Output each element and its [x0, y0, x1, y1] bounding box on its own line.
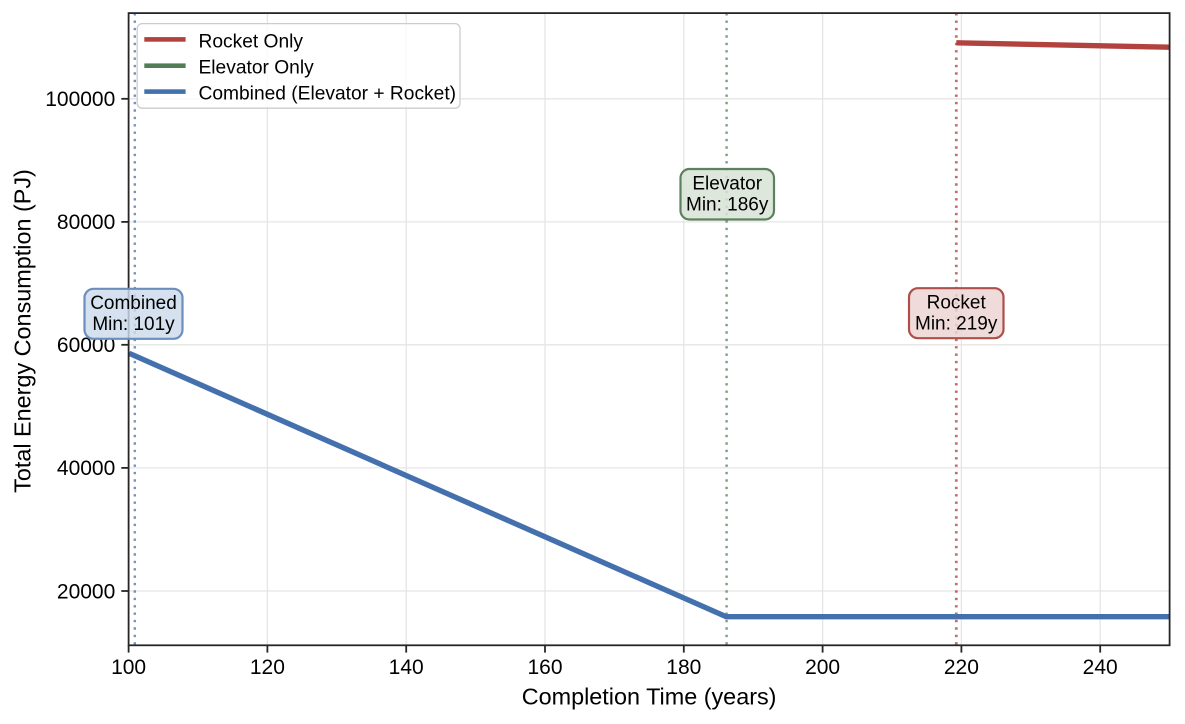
svg-text:Combined (Elevator + Rocket): Combined (Elevator + Rocket)	[199, 84, 457, 105]
svg-text:100: 100	[111, 656, 146, 679]
svg-text:100000: 100000	[45, 88, 115, 111]
svg-text:Rocket: Rocket	[927, 293, 987, 314]
svg-text:Elevator Only: Elevator Only	[199, 58, 315, 79]
svg-text:240: 240	[1083, 656, 1118, 679]
svg-text:120: 120	[250, 656, 285, 679]
svg-text:Min: 186y: Min: 186y	[686, 194, 769, 215]
svg-text:200: 200	[805, 656, 840, 679]
svg-text:140: 140	[389, 656, 424, 679]
svg-text:160: 160	[527, 656, 562, 679]
svg-text:80000: 80000	[57, 211, 115, 234]
svg-text:Combined: Combined	[90, 293, 177, 314]
svg-text:Completion Time (years): Completion Time (years)	[522, 683, 777, 709]
svg-text:220: 220	[944, 656, 979, 679]
svg-text:180: 180	[666, 656, 701, 679]
svg-text:40000: 40000	[57, 457, 115, 480]
svg-text:Elevator: Elevator	[692, 174, 762, 195]
svg-text:Min: 101y: Min: 101y	[92, 314, 175, 335]
svg-text:Min: 219y: Min: 219y	[915, 314, 998, 335]
svg-text:Total Energy Consumption (PJ): Total Energy Consumption (PJ)	[10, 169, 36, 493]
svg-text:Rocket Only: Rocket Only	[199, 31, 304, 52]
svg-text:20000: 20000	[57, 580, 115, 603]
